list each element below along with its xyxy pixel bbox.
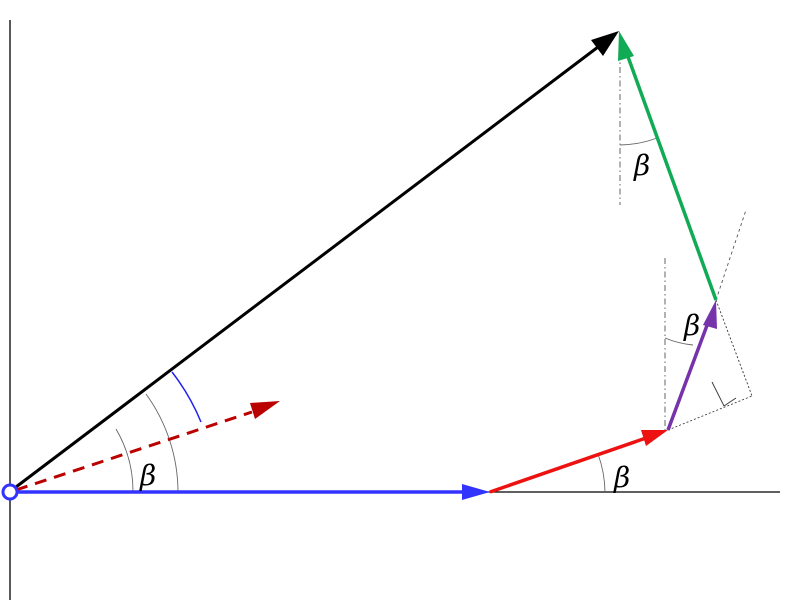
red-dashed-arrowhead [250, 401, 280, 419]
purple-arrowhead [703, 300, 717, 329]
blue-arrowhead [462, 484, 490, 500]
red-arrowhead [641, 430, 668, 446]
origin-marker [1, 483, 19, 501]
black-vector [11, 45, 599, 492]
red-dashed-vector [15, 410, 253, 492]
green-arrowhead [618, 31, 634, 61]
black-arrowhead [591, 31, 619, 56]
beta-label-red: β [613, 461, 630, 494]
guide-perpendicular [715, 299, 753, 397]
angle-arc-green [619, 137, 658, 146]
angle-arc-purple [664, 337, 694, 346]
angle-arc-origin-inner [115, 428, 134, 493]
guide-purple-extension [715, 209, 747, 301]
red-vector [489, 436, 647, 494]
beta-label-green: β [633, 149, 650, 182]
green-vector [625, 53, 718, 301]
angle-arc-red [597, 453, 606, 493]
purple-vector [666, 319, 711, 431]
right-angle-marker [711, 381, 737, 407]
beta-label-origin: β [139, 459, 156, 492]
guide-base [667, 395, 753, 431]
beta-label-purple: β [683, 309, 700, 342]
angle-arc-blue [171, 371, 202, 423]
